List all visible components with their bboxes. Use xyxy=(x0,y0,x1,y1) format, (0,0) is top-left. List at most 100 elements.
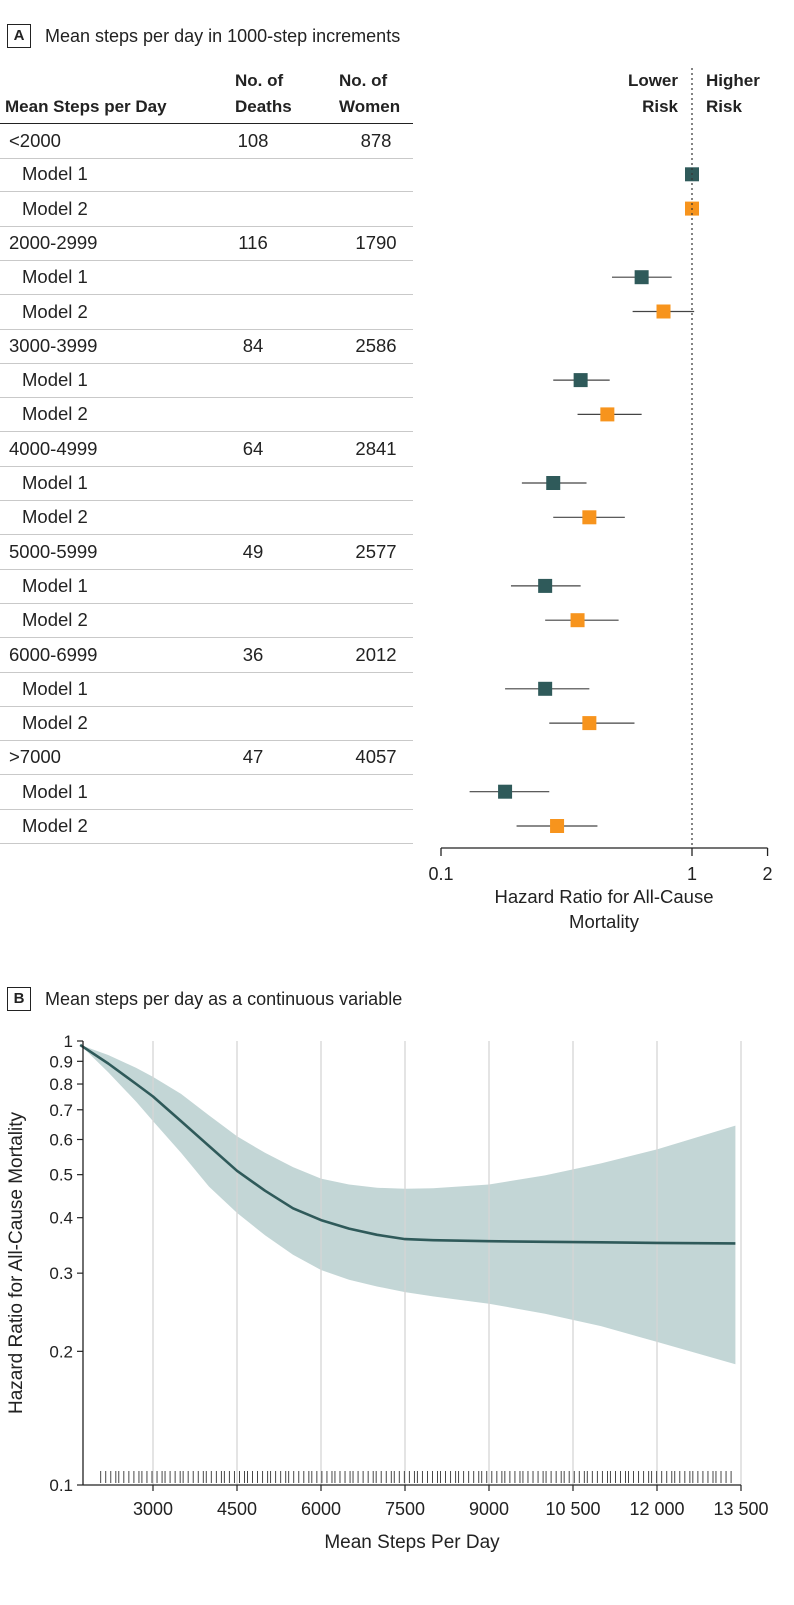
model1-point xyxy=(573,373,588,388)
table-row-category: 3000-3999 84 2586 xyxy=(0,329,413,364)
forest-x-tick-label: 1 xyxy=(687,864,697,884)
panel-a-title: Mean steps per day in 1000-step incremen… xyxy=(45,26,401,46)
model-label: Model 1 xyxy=(22,369,88,391)
category-label: <2000 xyxy=(9,130,61,151)
model-label: Model 2 xyxy=(22,197,88,219)
table-row-model: Model 2 xyxy=(0,295,413,330)
category-label: 2000-2999 xyxy=(9,231,98,253)
table-row-model: Model 1 xyxy=(0,466,413,501)
x-tick-label: 10 500 xyxy=(545,1499,600,1519)
y-tick-label: 0.6 xyxy=(49,1131,73,1150)
model-label: Model 2 xyxy=(22,403,88,425)
header-deaths-line2: Deaths xyxy=(235,97,292,116)
table-row-category: 6000-6999 36 2012 xyxy=(0,638,413,673)
deaths-value: 36 xyxy=(242,643,264,665)
category-label: >7000 xyxy=(9,746,61,768)
deaths-value: 116 xyxy=(238,231,268,253)
y-tick-label: 0.9 xyxy=(49,1052,73,1071)
model-label: Model 1 xyxy=(22,677,88,699)
table-row-model: Model 1 xyxy=(0,157,413,193)
x-axis-title: Mean Steps Per Day xyxy=(324,1532,500,1553)
model1-point xyxy=(538,578,553,593)
hazard-curve xyxy=(79,1043,736,1245)
model-label: Model 1 xyxy=(22,472,88,493)
header-deaths-line1: No. of xyxy=(235,71,284,90)
header-mean-steps: Mean Steps per Day xyxy=(5,97,167,116)
model-label: Model 1 xyxy=(22,780,88,802)
table-row-model: Model 2 xyxy=(0,706,413,742)
model-label: Model 2 xyxy=(22,609,88,631)
x-tick-label: 4500 xyxy=(217,1499,257,1519)
forest-x-axis-title-line1: Hazard Ratio for All-Cause xyxy=(494,886,713,907)
table-row-category: <2000 108 878 xyxy=(0,123,413,159)
panel-a-label: A xyxy=(7,24,31,48)
panel-b-title: Mean steps per day as a continuous varia… xyxy=(45,989,403,1009)
category-label: 5000-5999 xyxy=(9,540,98,562)
category-label: 6000-6999 xyxy=(9,643,98,665)
model-label: Model 1 xyxy=(22,163,88,185)
table-row-category: 2000-2999 116 1790 xyxy=(0,226,413,261)
model-label: Model 2 xyxy=(22,815,88,836)
deaths-value: 47 xyxy=(242,746,264,768)
table-row-model: Model 2 xyxy=(0,397,413,433)
table-row-model: Model 2 xyxy=(0,192,413,227)
model1-point xyxy=(538,681,553,696)
table-row-model: Model 1 xyxy=(0,775,413,810)
model2-point xyxy=(582,510,597,525)
header-women-line1: No. of xyxy=(339,71,388,90)
y-tick-label: 0.8 xyxy=(49,1075,73,1094)
header-lower-risk-line2: Risk xyxy=(642,97,678,116)
table-row-model: Model 2 xyxy=(0,500,413,536)
model1-point xyxy=(634,270,649,285)
forest-x-axis-title-line2: Mortality xyxy=(569,911,640,932)
header-lower-risk-line1: Lower xyxy=(627,71,678,90)
x-tick-label: 12 000 xyxy=(629,1499,684,1519)
women-value: 878 xyxy=(360,130,392,151)
model2-point xyxy=(656,304,671,319)
x-tick-label: 9000 xyxy=(469,1499,509,1519)
forest-x-tick-label: 2 xyxy=(763,864,773,884)
women-value: 2841 xyxy=(355,437,397,459)
women-value: 2586 xyxy=(355,334,397,356)
confidence-band xyxy=(80,1044,736,1365)
table-row-category: 4000-4999 64 2841 xyxy=(0,432,413,467)
women-value: 2577 xyxy=(355,540,397,562)
model1-point xyxy=(546,476,561,490)
table-row-model: Model 1 xyxy=(0,672,413,707)
women-value: 1790 xyxy=(355,231,397,253)
deaths-value: 49 xyxy=(242,540,264,562)
women-value: 2012 xyxy=(355,643,397,665)
header-higher-risk-line2: Risk xyxy=(706,97,742,116)
y-tick-label: 0.7 xyxy=(49,1101,73,1120)
model-label: Model 1 xyxy=(22,266,88,288)
table-row-model: Model 2 xyxy=(0,603,413,639)
model2-point xyxy=(600,407,615,422)
y-tick-label: 0.5 xyxy=(49,1166,73,1185)
forest-plot: 0.1 1 2 Hazard Ratio for All-Cause Mortality xyxy=(428,68,773,932)
y-tick-label: 0.1 xyxy=(49,1476,73,1495)
table-row-category: >7000 47 4057 xyxy=(0,740,413,776)
y-tick-label: 0.3 xyxy=(49,1264,73,1283)
model2-point xyxy=(582,716,597,731)
y-axis-title: Hazard Ratio for All-Cause Mortality xyxy=(6,1112,27,1414)
table-row-category: 5000-5999 49 2577 xyxy=(0,535,413,570)
table-row-model: Model 1 xyxy=(0,260,413,296)
table-row-model: Model 2 xyxy=(0,809,413,844)
model1-point xyxy=(498,784,513,799)
model-label: Model 2 xyxy=(22,712,88,734)
panel-b-label: B xyxy=(7,987,31,1011)
y-tick-label: 0.4 xyxy=(49,1209,73,1228)
model-label: Model 1 xyxy=(22,574,88,596)
model-label: Model 2 xyxy=(22,300,88,322)
model2-point xyxy=(570,613,585,628)
model-label: Model 2 xyxy=(22,506,88,528)
category-label: 3000-3999 xyxy=(9,334,98,356)
x-tick-label: 3000 xyxy=(133,1499,173,1519)
x-tick-label: 13 500 xyxy=(713,1499,768,1519)
y-tick-label: 1 xyxy=(64,1032,73,1051)
women-value: 4057 xyxy=(355,746,397,768)
deaths-value: 84 xyxy=(242,334,264,356)
x-tick-label: 7500 xyxy=(385,1499,425,1519)
table-row-model: Model 1 xyxy=(0,363,413,399)
